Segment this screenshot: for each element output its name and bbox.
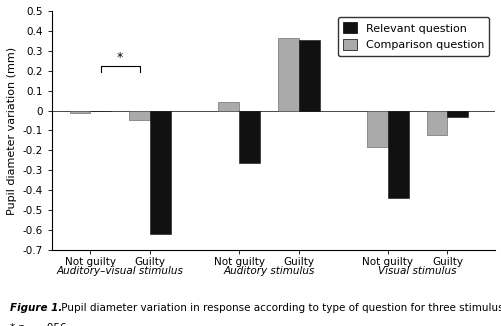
Legend: Relevant question, Comparison question: Relevant question, Comparison question [337, 17, 488, 56]
Bar [70, 111, 90, 112]
Bar [366, 111, 387, 147]
Text: Auditory stimulus: Auditory stimulus [223, 266, 314, 276]
Text: Pupil diameter variation in response according to type of question for three sti: Pupil diameter variation in response acc… [58, 303, 501, 313]
Text: Figure 1.: Figure 1. [10, 303, 62, 313]
Text: *: * [117, 51, 123, 64]
Bar [387, 111, 408, 198]
Bar [239, 111, 260, 163]
Bar [150, 111, 170, 234]
Text: * p  = .056.: * p = .056. [10, 323, 70, 326]
Bar [129, 111, 150, 121]
Text: Visual stimulus: Visual stimulus [378, 266, 456, 276]
Bar [278, 38, 298, 111]
Bar [298, 40, 319, 111]
Bar [426, 111, 446, 135]
Bar [218, 102, 239, 111]
Bar [446, 111, 467, 116]
Text: Auditory–visual stimulus: Auditory–visual stimulus [57, 266, 183, 276]
Y-axis label: Pupil diameter variation (mm): Pupil diameter variation (mm) [7, 46, 17, 215]
